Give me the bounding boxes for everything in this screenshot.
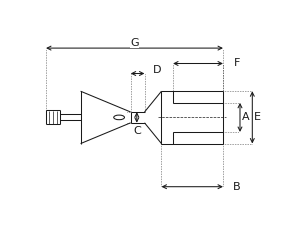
Text: A: A xyxy=(242,112,249,122)
Text: B: B xyxy=(233,182,241,192)
Text: E: E xyxy=(254,112,261,122)
Text: G: G xyxy=(130,38,139,48)
Text: F: F xyxy=(234,58,240,69)
Text: C: C xyxy=(133,126,141,136)
Text: D: D xyxy=(153,65,162,75)
